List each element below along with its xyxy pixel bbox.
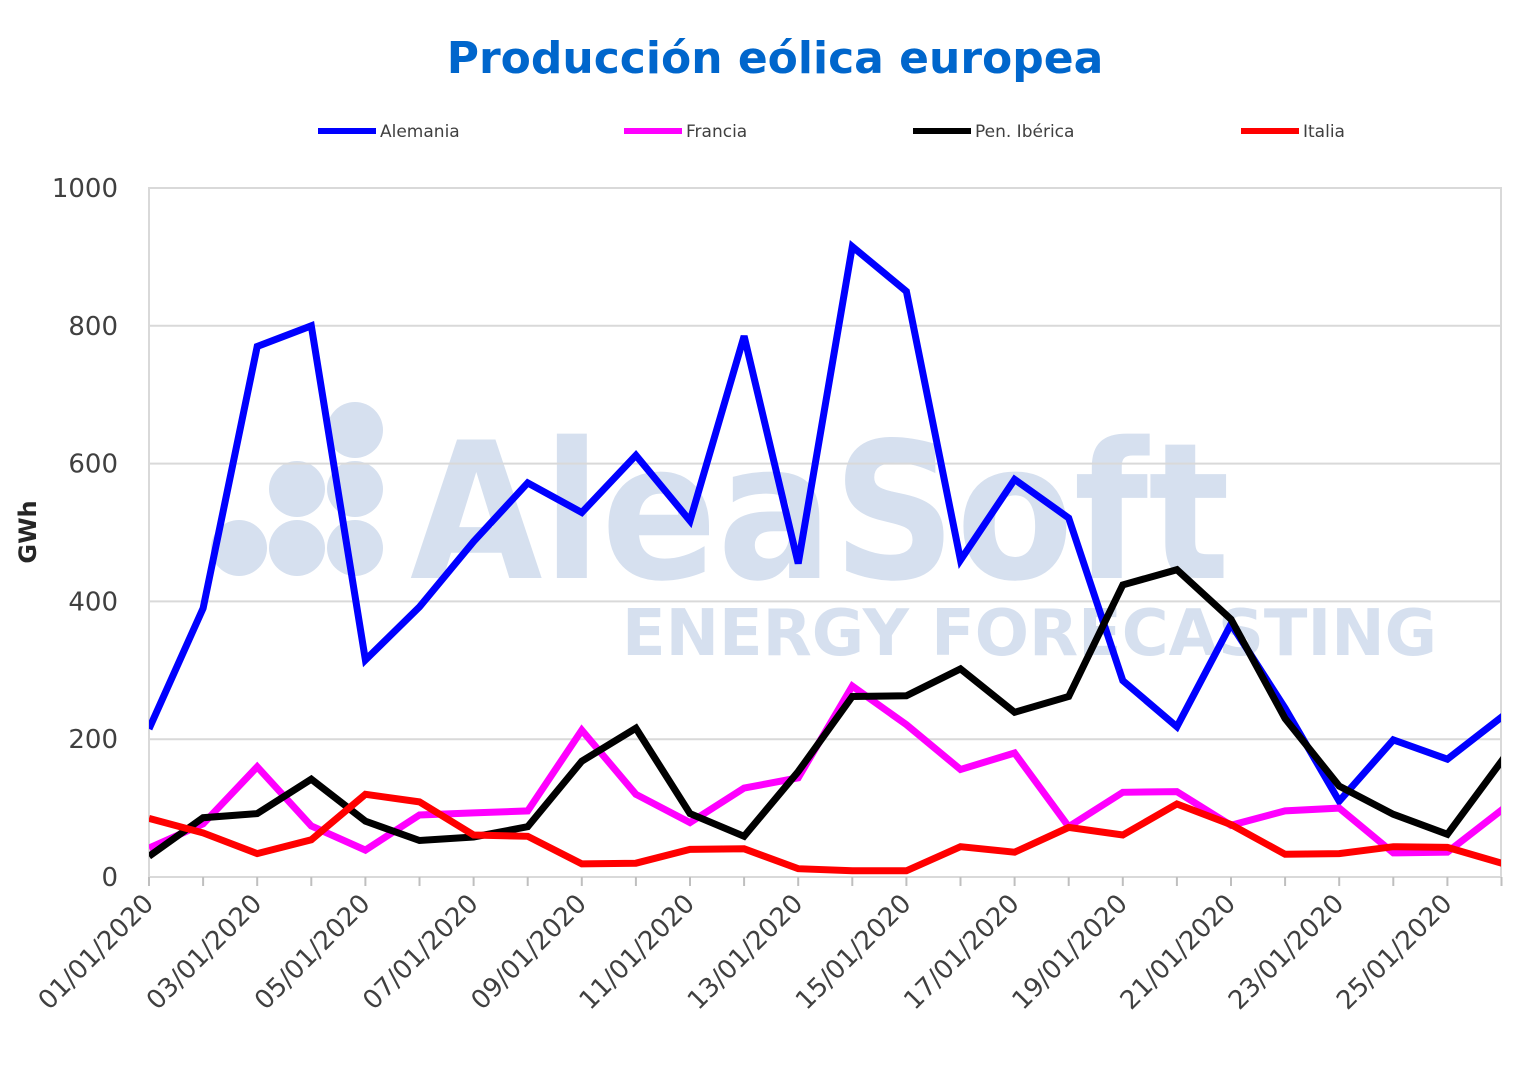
x-tick-label: 23/01/2020 xyxy=(1223,889,1350,1016)
legend-item: Italia xyxy=(1241,122,1345,142)
y-tick-label: 200 xyxy=(68,725,118,755)
x-tick-label: 11/01/2020 xyxy=(574,889,701,1016)
legend-label: Francia xyxy=(686,122,747,142)
chart-title: Producción eólica europea xyxy=(447,33,1104,84)
y-tick-label: 600 xyxy=(68,450,118,480)
x-tick-label: 25/01/2020 xyxy=(1331,889,1458,1016)
legend-label: Alemania xyxy=(380,122,460,142)
series-line-francia xyxy=(149,681,1501,857)
y-axis-label: GWh xyxy=(14,500,42,563)
y-tick-label: 800 xyxy=(68,312,118,342)
x-tick-label: 01/01/2020 xyxy=(33,889,160,1016)
legend: Alemania Francia Pen. Ibérica Italia xyxy=(318,122,1345,142)
x-axis: 01/01/202003/01/202005/01/202007/01/2020… xyxy=(33,877,1503,1016)
series-line-italia xyxy=(149,790,1501,875)
series-lines xyxy=(149,240,1501,875)
x-tick-label: 05/01/2020 xyxy=(249,889,376,1016)
y-tick-label: 0 xyxy=(101,863,118,893)
legend-item: Francia xyxy=(624,122,747,142)
y-tick-label: 400 xyxy=(68,587,118,617)
x-tick-label: 03/01/2020 xyxy=(141,889,268,1016)
series-line-alemania xyxy=(149,240,1501,808)
legend-item: Pen. Ibérica xyxy=(913,122,1074,142)
x-tick-label: 15/01/2020 xyxy=(790,889,917,1016)
series-line-pen-ib-rica xyxy=(149,565,1501,860)
plot-area xyxy=(148,187,1502,878)
legend-item: Alemania xyxy=(318,122,460,142)
x-tick-label: 13/01/2020 xyxy=(682,889,809,1016)
x-tick-label: 21/01/2020 xyxy=(1115,889,1242,1016)
x-tick-label: 17/01/2020 xyxy=(898,889,1025,1016)
y-axis: 0 200 400 600 800 1000 xyxy=(52,174,118,893)
legend-label: Pen. Ibérica xyxy=(975,122,1074,142)
y-tick-label: 1000 xyxy=(52,174,118,204)
watermark-tagline: ENERGY FORECASTING xyxy=(622,597,1437,671)
legend-label: Italia xyxy=(1303,122,1345,142)
x-tick-label: 09/01/2020 xyxy=(466,889,593,1016)
x-tick-label: 19/01/2020 xyxy=(1007,889,1134,1016)
x-tick-label: 07/01/2020 xyxy=(357,889,484,1016)
